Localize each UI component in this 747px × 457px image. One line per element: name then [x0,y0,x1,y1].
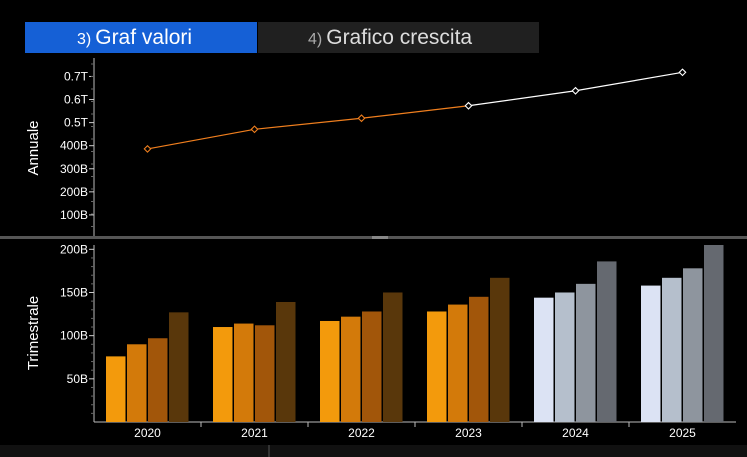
tab-bar: 3) Graf valori 4) Grafico crescita [0,0,747,60]
panel-divider-handle[interactable] [372,236,388,239]
quarterly-bar[interactable] [641,285,661,422]
quarterly-y-tick-label: 100B [60,329,88,343]
annual-line-segment [468,90,576,107]
quarterly-y-tick-label: 200B [60,242,88,256]
annual-y-tick-label: 200B [60,185,88,199]
x-tick-label: 2024 [562,426,589,440]
annual-line-segment [147,128,255,150]
quarterly-bar[interactable] [255,325,275,422]
quarterly-bar[interactable] [469,296,489,422]
quarterly-bar[interactable] [427,311,447,422]
tab-graf-valori[interactable]: 3) Graf valori [25,22,257,53]
quarterly-bar[interactable] [127,344,147,422]
quarterly-bar[interactable] [276,301,296,422]
footer-bar [0,445,747,457]
annual-point[interactable] [678,68,687,77]
quarterly-y-tick-label: 50B [67,372,88,386]
annual-y-tick-label: 400B [60,139,88,153]
x-tick-label: 2021 [241,426,268,440]
annual-line-segment [361,105,469,119]
quarterly-bar[interactable] [555,292,575,422]
annual-point[interactable] [143,144,152,153]
quarterly-bar[interactable] [534,297,554,422]
annual-line-segment [254,117,362,130]
x-tick-label: 2025 [669,426,696,440]
quarterly-y-axis-label: Trimestrale [25,296,42,370]
annual-y-tick-label: 0.7T [64,69,89,83]
quarterly-bar[interactable] [148,338,168,422]
annual-point[interactable] [357,114,366,123]
tab-label: Grafico crescita [326,26,473,49]
x-tick-label: 2022 [348,426,375,440]
quarterly-bar[interactable] [362,311,382,422]
x-tick-label: 2020 [134,426,161,440]
footer-separator [268,445,270,457]
tab-number: 3) [77,31,92,48]
quarterly-bar[interactable] [662,277,682,422]
tab-label: Graf valori [95,26,193,49]
tab-grafico-crescita[interactable]: 4) Grafico crescita [258,22,539,53]
quarterly-bar[interactable] [106,356,126,422]
annual-point[interactable] [250,125,259,134]
quarterly-bar[interactable] [683,268,703,422]
quarterly-bar[interactable] [448,304,468,422]
annual-y-tick-label: 300B [60,162,88,176]
quarterly-bar[interactable] [234,323,254,422]
quarterly-y-tick-label: 150B [60,285,88,299]
annual-y-axis-label: Annuale [25,120,42,175]
annual-y-tick-label: 100B [60,208,88,222]
annual-point[interactable] [571,86,580,95]
annual-point[interactable] [464,101,473,110]
tab-number: 4) [308,31,323,48]
quarterly-bar[interactable] [576,283,596,422]
annual-line-segment [575,71,683,92]
chart-area: 100B 200B 300B 400B 0.5T 0.6T 0.7T Annuale 50B 10… [0,58,747,440]
quarterly-bar[interactable] [320,320,340,422]
annual-y-tick-label: 0.5T [64,116,89,130]
x-tick-label: 2023 [455,426,482,440]
quarterly-bar[interactable] [383,292,403,422]
quarterly-bar[interactable] [341,316,361,422]
quarterly-bar[interactable] [213,327,233,422]
quarterly-bar[interactable] [704,245,724,422]
quarterly-bar[interactable] [490,277,510,422]
quarterly-bar[interactable] [597,261,617,422]
quarterly-bar[interactable] [169,312,189,422]
annual-y-tick-label: 0.6T [64,93,89,107]
